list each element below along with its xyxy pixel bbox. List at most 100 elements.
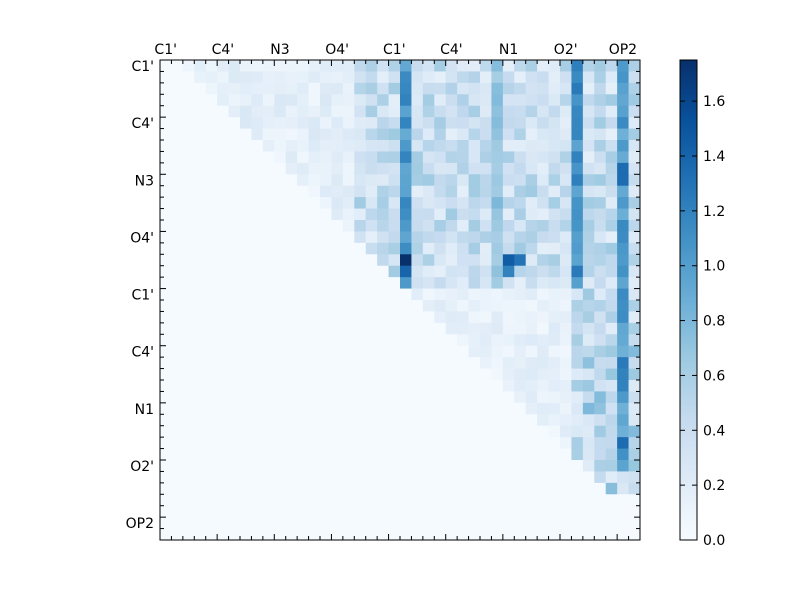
heatmap-cell [605,151,618,164]
heatmap-cell [605,460,618,472]
heatmap-cell [160,460,172,472]
heatmap-cell [285,71,298,84]
heatmap-cell [377,482,389,495]
heatmap-cell [240,254,252,267]
heatmap-cell [365,300,378,312]
heatmap-cell [217,414,229,427]
heatmap-cell [205,60,218,72]
heatmap-cell [560,254,572,267]
heatmap-cell [411,300,424,312]
heatmap-cell [605,277,618,289]
y-tick-label: C1' [131,59,154,75]
heatmap-cell [297,117,309,129]
heatmap-cell [548,437,561,449]
heatmap-cell [617,528,629,541]
heatmap-cell [560,300,572,312]
heatmap-cell [297,482,309,495]
heatmap-cell [331,265,344,278]
heatmap-cell [457,517,469,529]
heatmap-cell [548,208,561,221]
heatmap-cell [194,448,207,461]
heatmap-cell [205,380,218,392]
heatmap-cell [342,231,355,244]
heatmap-cell [262,494,275,507]
heatmap-cell [217,471,229,484]
heatmap-cell [502,117,515,129]
heatmap-cell [525,94,538,107]
heatmap-cell [354,334,367,347]
heatmap-cell [594,185,607,198]
heatmap-cell [457,208,469,221]
heatmap-cell [434,357,447,369]
heatmap-cell [354,277,367,289]
heatmap-cell [434,311,447,324]
heatmap-cell [262,94,275,107]
heatmap-cell [251,60,264,72]
heatmap-cell [560,368,572,381]
heatmap-cell [160,505,172,518]
heatmap-cell [411,208,424,221]
heatmap-cell [182,162,195,175]
heatmap-cell [194,334,207,347]
heatmap-cell [365,357,378,369]
heatmap-cell [491,128,504,141]
heatmap-cell [377,105,389,118]
heatmap-cell [617,71,629,84]
heatmap-cell [388,208,401,221]
heatmap-cell [342,254,355,267]
heatmap-cell [422,208,435,221]
heatmap-cell [571,494,584,507]
heatmap-cell [285,380,298,392]
heatmap-cell [525,380,538,392]
heatmap-cell [377,277,389,289]
heatmap-cell [468,208,481,221]
heatmap-cell [502,311,515,324]
colorbar-tick-label: 1.2 [703,204,725,220]
heatmap-cell [537,162,549,175]
heatmap-cell [262,128,275,141]
heatmap-cell [582,425,595,438]
heatmap-cell [502,482,515,495]
heatmap-cell [194,345,207,358]
heatmap-cell [468,425,481,438]
heatmap-cell [560,391,572,404]
heatmap-cell [480,242,492,255]
heatmap-cell [342,482,355,495]
heatmap-cell [594,105,607,118]
heatmap-cell [331,425,344,438]
heatmap-cell [514,448,527,461]
heatmap-cell [205,185,218,198]
heatmap-cell [445,425,458,438]
heatmap-cell [228,448,241,461]
heatmap-cell [525,437,538,449]
heatmap-cell [411,220,424,232]
heatmap-cell [251,505,264,518]
heatmap-cell [605,82,618,95]
heatmap-cell [560,414,572,427]
heatmap-cell [217,300,229,312]
heatmap-cell [571,208,584,221]
heatmap-cell [320,345,332,358]
heatmap-cell [331,162,344,175]
heatmap-cell [320,460,332,472]
heatmap-cell [171,185,184,198]
heatmap-cell [342,334,355,347]
heatmap-cell [194,402,207,415]
heatmap-cell [377,197,389,209]
heatmap-cell [285,437,298,449]
heatmap-cell [560,117,572,129]
heatmap-cell [514,105,527,118]
heatmap-cell [240,494,252,507]
heatmap-cell [400,528,412,541]
heatmap-cell [457,357,469,369]
heatmap-cell [468,494,481,507]
heatmap-cell [274,368,287,381]
heatmap-cell [274,197,287,209]
heatmap-cell [377,380,389,392]
heatmap-cell [628,448,641,461]
heatmap-cell [262,345,275,358]
heatmap-cell [525,242,538,255]
heatmap-cell [571,322,584,335]
heatmap-cell [491,437,504,449]
heatmap-cell [480,402,492,415]
